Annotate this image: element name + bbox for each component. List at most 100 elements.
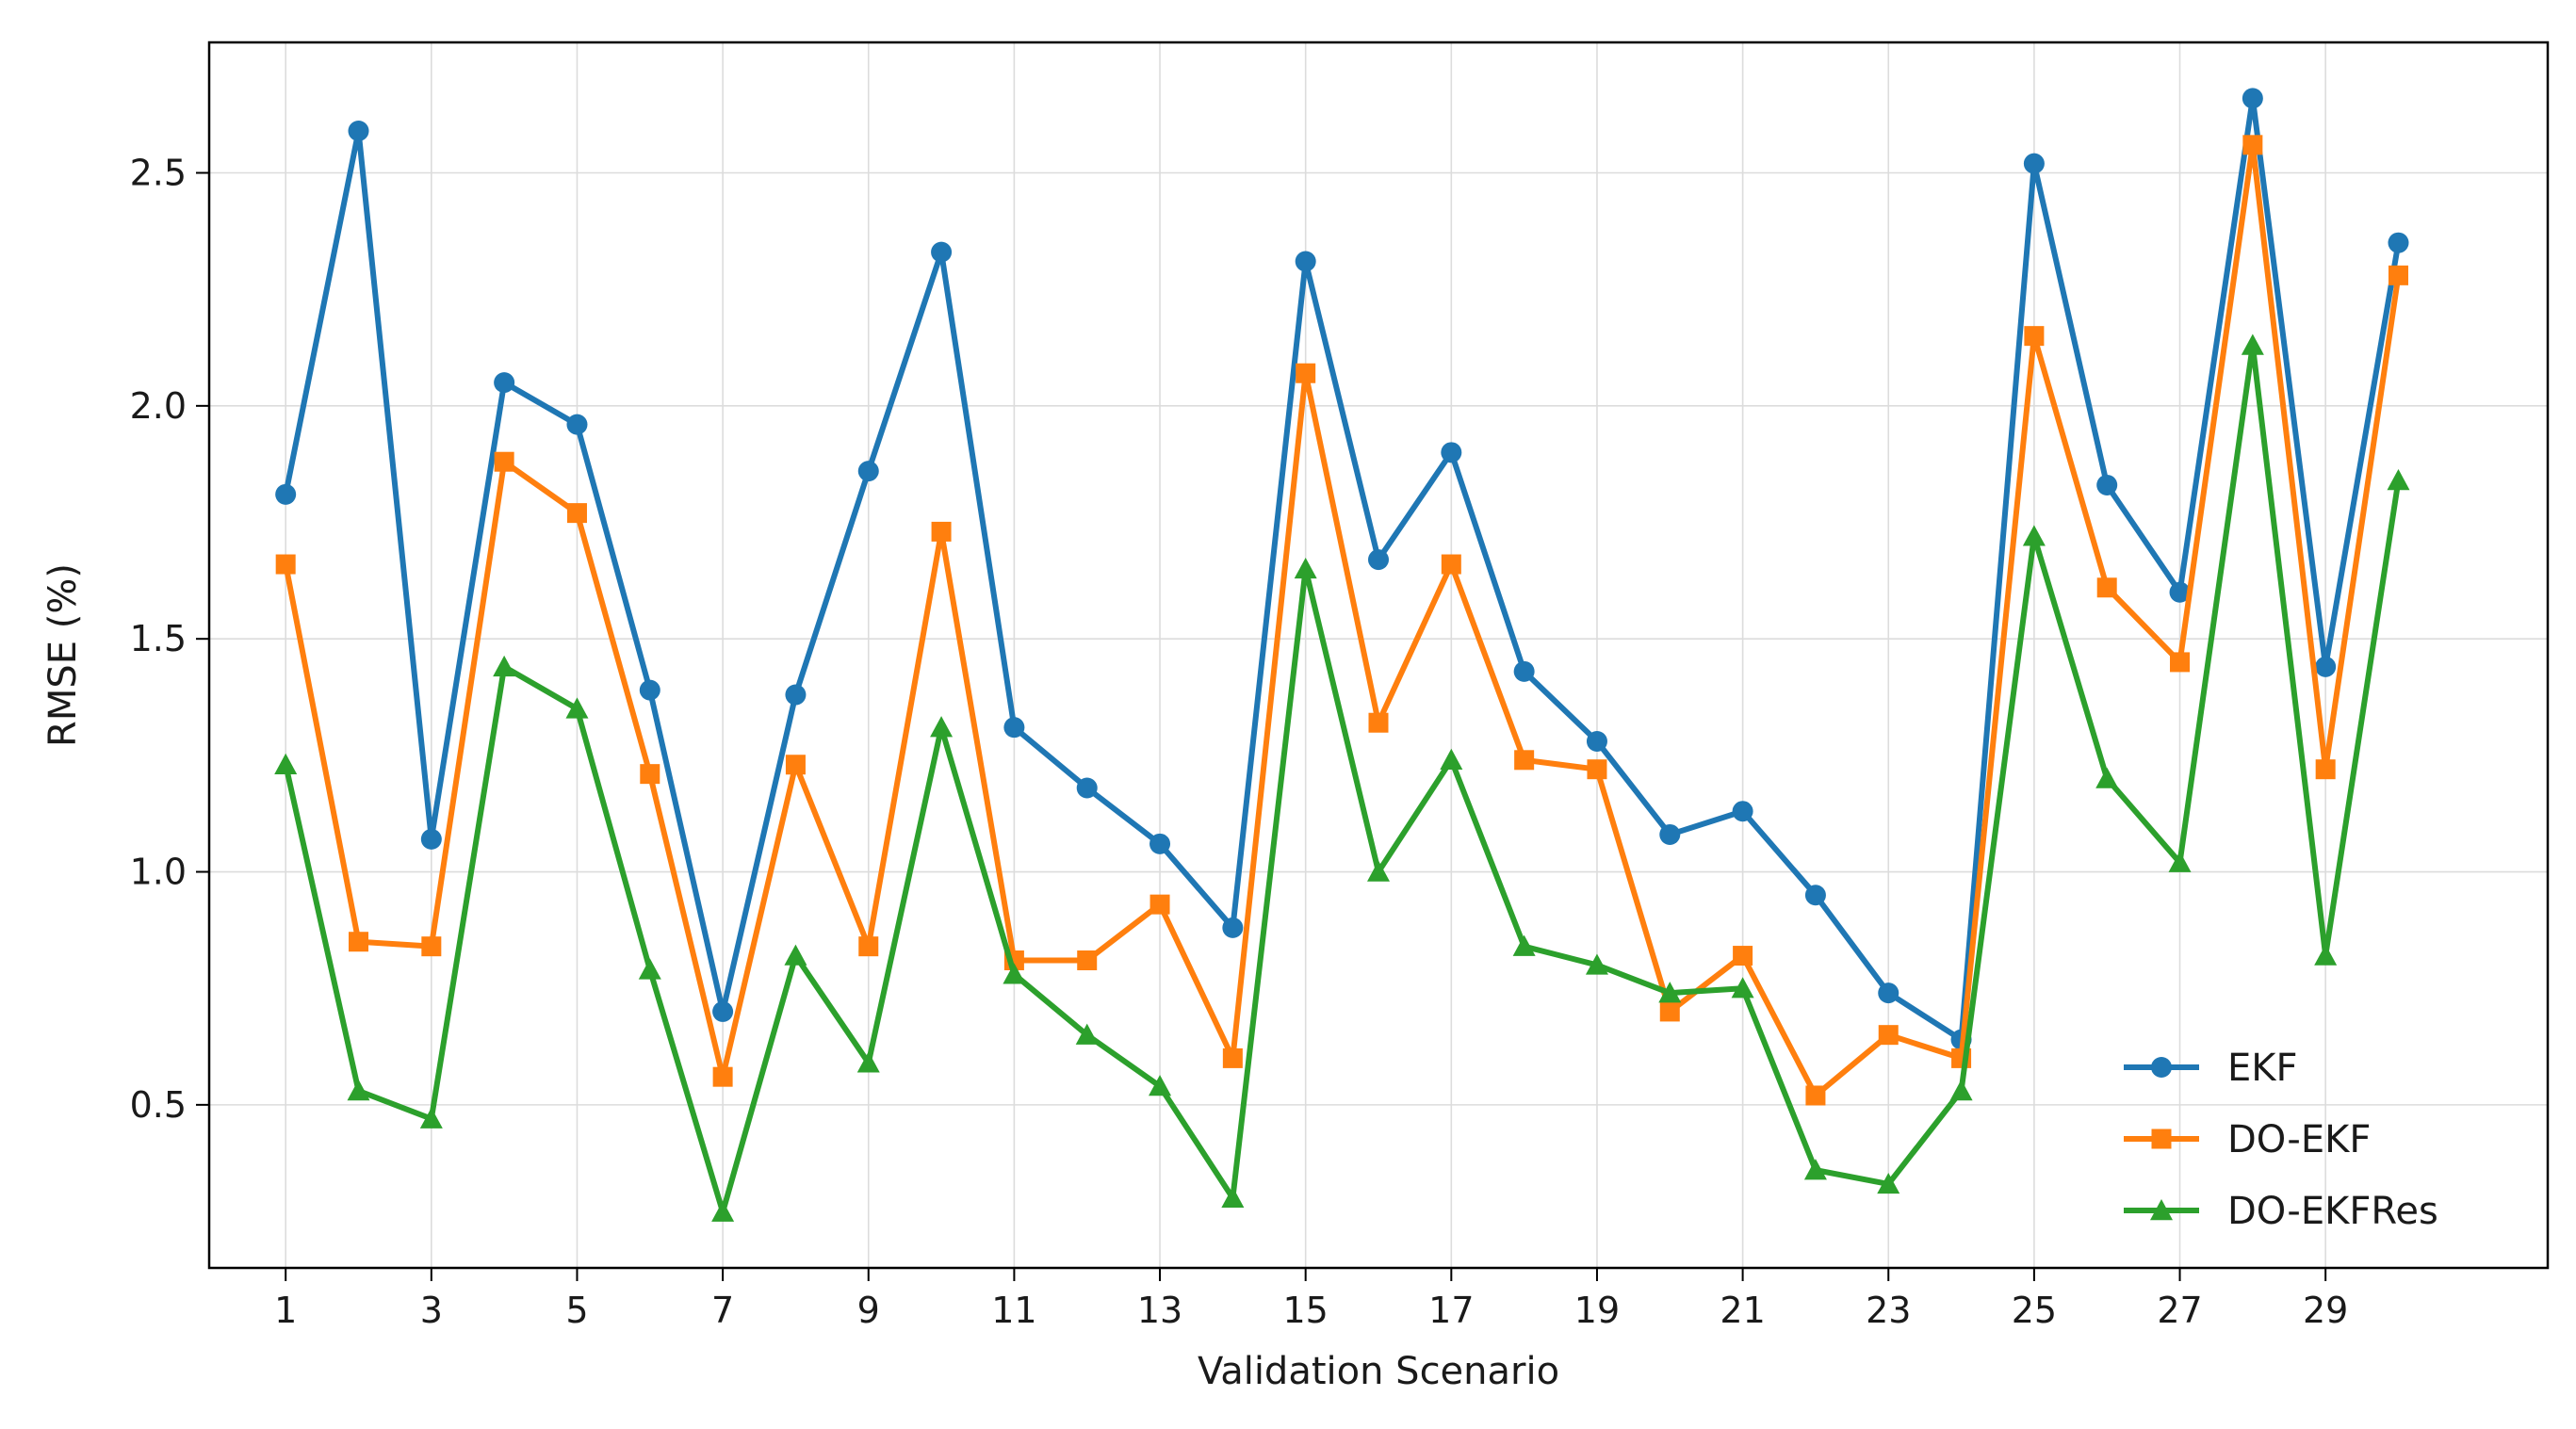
data-point-circle <box>1659 823 1681 845</box>
x-tick-label: 5 <box>565 1290 588 1331</box>
data-point-square <box>566 503 587 524</box>
data-point-circle <box>1295 251 1316 272</box>
data-point-square <box>1149 894 1170 915</box>
x-tick-label: 3 <box>420 1290 443 1331</box>
data-point-circle <box>1441 442 1462 463</box>
data-point-triangle <box>1440 748 1463 771</box>
data-point-square <box>2315 759 2336 780</box>
data-point-circle <box>2169 581 2191 603</box>
data-point-circle <box>2315 656 2337 677</box>
data-point-circle <box>2096 474 2118 495</box>
data-point-triangle <box>347 1080 370 1101</box>
x-tick-label: 7 <box>711 1290 734 1331</box>
series-ekf <box>275 88 2409 1050</box>
y-tick-label: 0.5 <box>130 1084 187 1126</box>
data-point-triangle <box>2150 1199 2173 1221</box>
data-point-triangle <box>784 944 807 966</box>
x-tick-label: 17 <box>1428 1290 1474 1331</box>
data-point-triangle <box>1877 1172 1900 1194</box>
data-point-triangle <box>856 1051 880 1073</box>
data-point-triangle <box>711 1200 735 1222</box>
data-point-circle <box>566 414 588 435</box>
data-point-triangle <box>274 753 298 774</box>
data-point-square <box>1222 1047 1243 1068</box>
data-point-square <box>1296 363 1316 383</box>
data-point-square <box>2388 265 2408 285</box>
series-do-ekfres <box>274 333 2410 1222</box>
legend-item: EKF <box>2124 1047 2298 1090</box>
data-point-circle <box>785 684 807 706</box>
data-point-square <box>421 936 442 957</box>
y-tick-label: 1.5 <box>130 618 187 659</box>
data-point-circle <box>712 1000 734 1022</box>
data-point-circle <box>1076 777 1098 799</box>
data-point-square <box>2170 652 2191 673</box>
data-point-square <box>1878 1025 1899 1046</box>
data-point-square <box>1805 1085 1826 1106</box>
data-point-circle <box>1804 885 1826 906</box>
data-point-triangle <box>1075 1023 1099 1045</box>
y-tick-label: 2.0 <box>130 385 187 427</box>
data-point-square <box>1077 950 1098 971</box>
series-line <box>283 141 2402 1098</box>
legend-label: DO-EKFRes <box>2227 1190 2438 1233</box>
data-point-circle <box>1878 982 1899 1004</box>
data-point-circle <box>857 461 879 482</box>
data-point-square <box>1733 946 1753 966</box>
data-point-square <box>494 451 514 472</box>
data-point-square <box>1368 712 1389 733</box>
data-point-triangle <box>2241 333 2264 355</box>
legend-item: DO-EKFRes <box>2124 1190 2438 1233</box>
data-point-circle <box>420 828 442 850</box>
data-point-triangle <box>1658 982 1682 1003</box>
data-point-circle <box>348 120 369 141</box>
data-point-square <box>349 932 369 952</box>
data-point-square <box>712 1066 733 1087</box>
data-point-triangle <box>1221 1186 1245 1208</box>
y-axis: 0.5 1.0 1.5 2.0 2.5 <box>130 153 209 1126</box>
data-point-circle <box>931 241 953 263</box>
data-point-circle <box>639 679 660 701</box>
x-tick-label: 27 <box>2157 1290 2202 1331</box>
y-axis-title: RMSE (%) <box>41 563 85 747</box>
data-point-triangle <box>1949 1080 1973 1101</box>
data-point-circle <box>1732 801 1753 822</box>
data-point-square <box>2024 326 2045 347</box>
data-point-triangle <box>419 1107 443 1129</box>
data-point-circle <box>1513 660 1535 682</box>
data-point-triangle <box>2095 767 2119 788</box>
data-point-square <box>1514 750 1535 771</box>
data-point-triangle <box>2387 468 2410 491</box>
data-point-triangle <box>1149 1075 1172 1096</box>
series-line <box>283 342 2402 1215</box>
x-tick-label: 11 <box>991 1290 1036 1331</box>
data-point-triangle <box>2022 525 2046 546</box>
data-point-square <box>275 554 296 575</box>
data-point-triangle <box>1512 934 1536 956</box>
x-axis-title: Validation Scenario <box>1198 1350 1559 1393</box>
data-point-circle <box>1222 917 1244 938</box>
legend-item: DO-EKF <box>2124 1118 2371 1161</box>
x-tick-label: 23 <box>1866 1290 1911 1331</box>
legend: EKF DO-EKF DO-EKFRes <box>2124 1047 2438 1233</box>
data-point-circle <box>494 372 515 394</box>
data-point-triangle <box>1367 860 1390 882</box>
data-point-circle <box>1368 549 1389 571</box>
data-point-square <box>931 521 952 542</box>
data-point-triangle <box>2168 851 2192 872</box>
data-point-triangle <box>930 716 954 738</box>
data-point-circle <box>2151 1057 2172 1078</box>
data-point-triangle <box>1294 557 1317 579</box>
data-point-triangle <box>1731 977 1754 999</box>
x-tick-label: 21 <box>1720 1290 1765 1331</box>
data-point-circle <box>2023 153 2045 174</box>
data-point-triangle <box>1585 953 1608 975</box>
data-point-circle <box>1149 833 1171 854</box>
data-point-circle <box>2388 232 2409 253</box>
data-point-square <box>1659 1001 1680 1022</box>
y-tick-label: 2.5 <box>130 153 187 194</box>
series-do-ekf <box>275 135 2408 1106</box>
data-series <box>274 88 2410 1222</box>
data-point-circle <box>1003 717 1025 739</box>
